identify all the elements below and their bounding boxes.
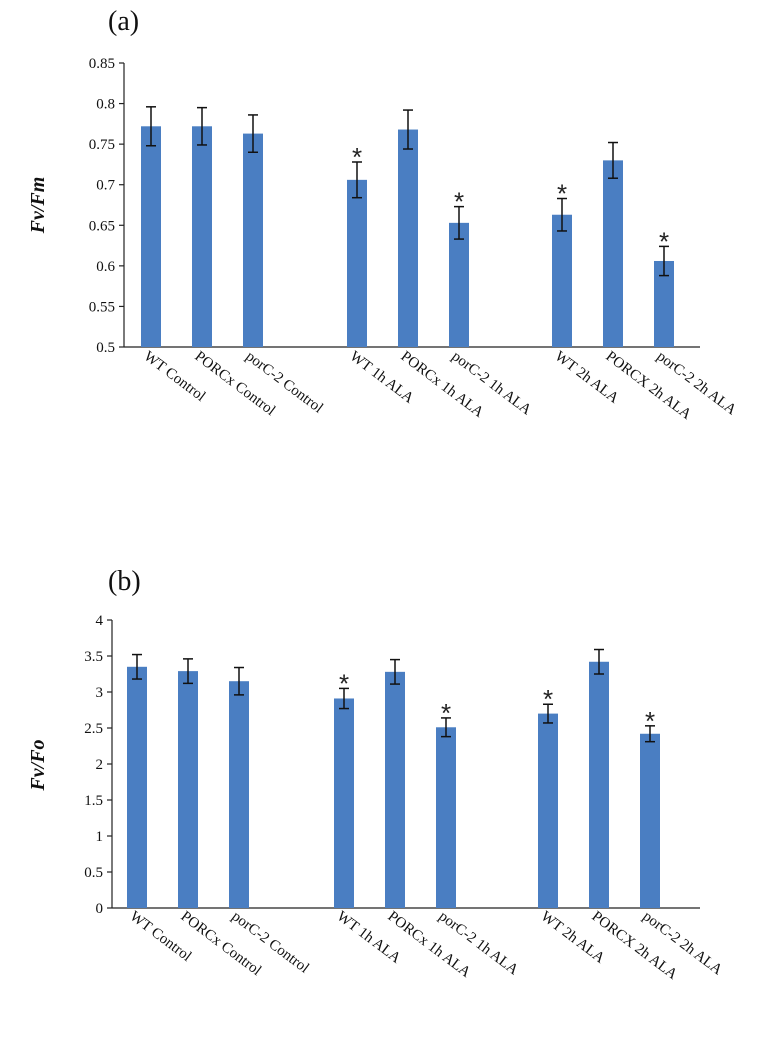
y-tick-label: 0.5	[96, 340, 115, 356]
bar	[334, 698, 354, 908]
y-tick-label: 0.6	[96, 259, 115, 275]
bar	[141, 126, 161, 347]
panel-label: (a)	[108, 6, 139, 37]
bar	[243, 133, 263, 347]
bar	[385, 671, 405, 908]
y-axis-title: Fv/Fm	[27, 177, 49, 235]
y-tick-label: 0.65	[89, 218, 115, 234]
y-tick-label: 0	[96, 901, 104, 917]
bar	[347, 179, 367, 347]
bar	[654, 260, 674, 347]
bar	[229, 681, 249, 908]
y-tick-label: 0.8	[96, 97, 115, 113]
x-category-label: PORCX 2h ALA	[603, 348, 695, 423]
bar	[398, 129, 418, 347]
bar	[192, 126, 212, 347]
bar	[640, 733, 660, 908]
y-tick-label: 0.55	[89, 299, 115, 315]
y-tick-label: 4	[96, 613, 104, 629]
significance-star: *	[659, 226, 669, 256]
bar	[449, 222, 469, 347]
y-tick-label: 1.5	[84, 793, 103, 809]
bar	[436, 727, 456, 908]
panel-label: (b)	[108, 566, 141, 597]
significance-star: *	[352, 142, 362, 172]
y-tick-label: 0.7	[96, 178, 115, 194]
x-category-label: PORCX 2h ALA	[589, 908, 681, 983]
significance-star: *	[543, 684, 553, 714]
y-tick-label: 2	[96, 757, 104, 773]
bar	[603, 160, 623, 347]
bar	[589, 661, 609, 908]
y-tick-label: 3.5	[84, 649, 103, 665]
y-axis-title: Fv/Fo	[27, 739, 49, 791]
bar	[552, 214, 572, 347]
y-tick-label: 1	[96, 829, 104, 845]
y-tick-label: 0.5	[84, 865, 103, 881]
y-tick-label: 2.5	[84, 721, 103, 737]
significance-star: *	[441, 698, 451, 728]
significance-star: *	[557, 179, 567, 209]
y-tick-label: 0.75	[89, 137, 115, 153]
bar	[538, 713, 558, 908]
significance-star: *	[454, 187, 464, 217]
bar	[178, 671, 198, 908]
y-tick-label: 0.85	[89, 56, 115, 72]
significance-star: *	[339, 668, 349, 698]
bar	[127, 666, 147, 908]
significance-star: *	[645, 706, 655, 736]
y-tick-label: 3	[96, 685, 104, 701]
